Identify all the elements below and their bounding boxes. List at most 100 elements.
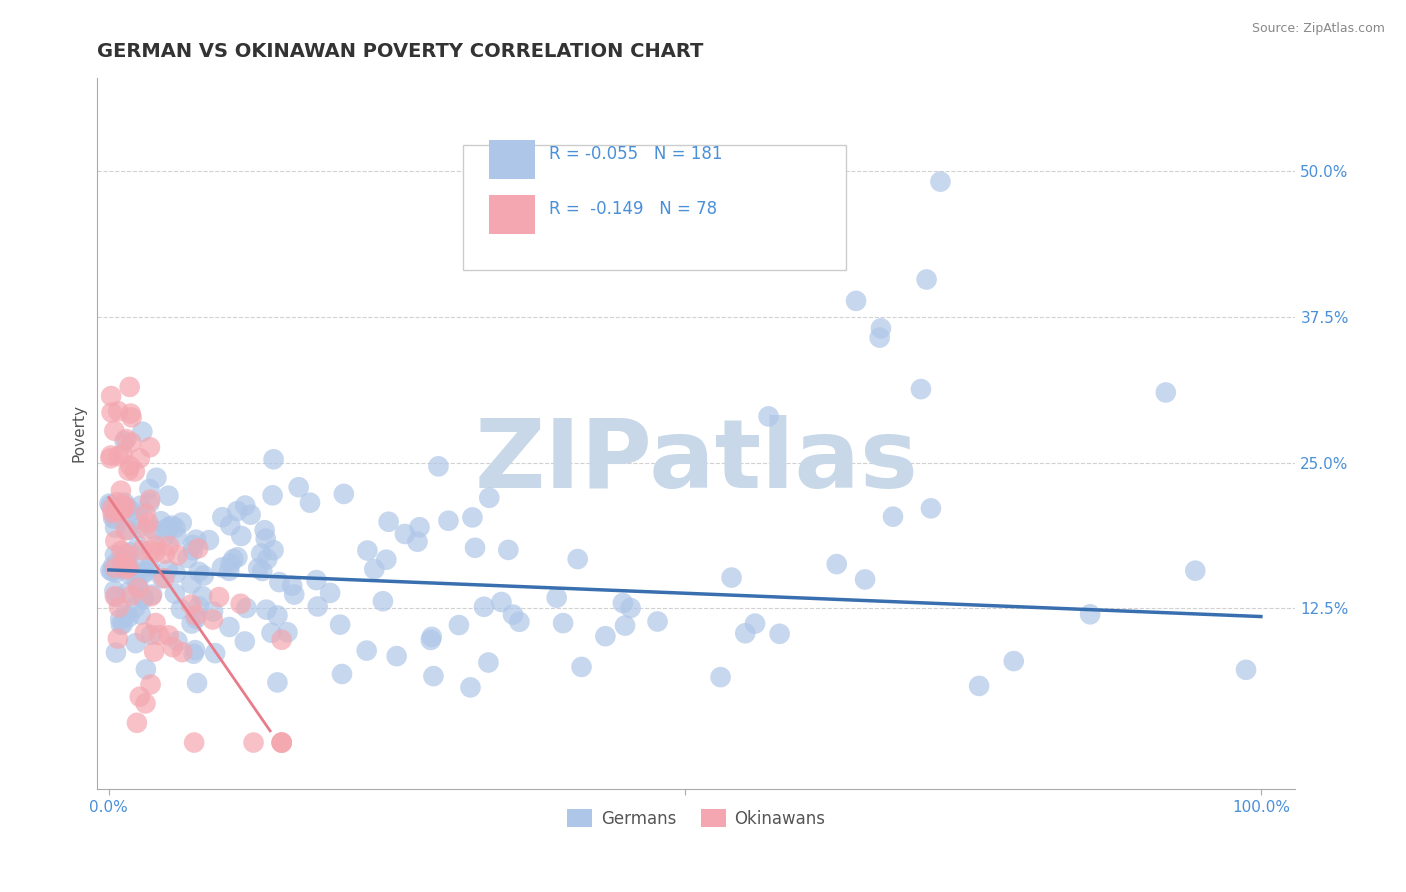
Point bbox=[145, 471, 167, 485]
Point bbox=[160, 518, 183, 533]
Point bbox=[129, 607, 152, 622]
Y-axis label: Poverty: Poverty bbox=[72, 404, 86, 462]
Point bbox=[477, 656, 499, 670]
Point bbox=[138, 496, 160, 510]
Point bbox=[183, 647, 205, 661]
Point bbox=[460, 681, 482, 695]
Point bbox=[127, 579, 149, 593]
Point bbox=[201, 613, 224, 627]
Point bbox=[118, 610, 141, 624]
Point bbox=[118, 567, 141, 582]
Point bbox=[180, 576, 202, 591]
Point bbox=[128, 520, 150, 534]
Point bbox=[219, 557, 242, 571]
Point bbox=[571, 660, 593, 674]
Point bbox=[103, 559, 125, 574]
Point bbox=[595, 629, 617, 643]
Point bbox=[184, 608, 207, 623]
Point bbox=[110, 612, 132, 626]
Point bbox=[143, 523, 166, 537]
Point bbox=[111, 551, 134, 566]
Point bbox=[125, 574, 148, 589]
Point bbox=[134, 625, 156, 640]
Point bbox=[143, 545, 166, 559]
Point bbox=[114, 434, 136, 448]
Point bbox=[437, 514, 460, 528]
Point bbox=[356, 543, 378, 558]
Point bbox=[170, 516, 193, 530]
Point bbox=[498, 542, 520, 557]
Point bbox=[967, 679, 990, 693]
Point bbox=[464, 541, 486, 555]
Point bbox=[145, 539, 167, 553]
Point bbox=[491, 595, 513, 609]
Point bbox=[508, 615, 530, 629]
Point bbox=[408, 520, 430, 534]
Point bbox=[186, 676, 208, 690]
Point bbox=[145, 615, 167, 630]
Point bbox=[472, 599, 495, 614]
Point bbox=[254, 602, 277, 616]
Point bbox=[104, 548, 127, 562]
Point bbox=[172, 645, 194, 659]
Point bbox=[156, 522, 179, 536]
Point bbox=[184, 643, 207, 657]
Point bbox=[233, 499, 256, 513]
Bar bbox=[489, 140, 534, 179]
Point bbox=[270, 735, 292, 749]
Point bbox=[254, 532, 277, 546]
Point bbox=[104, 646, 127, 660]
Point bbox=[165, 566, 187, 581]
Point bbox=[229, 597, 252, 611]
Point bbox=[184, 612, 207, 626]
Point bbox=[744, 616, 766, 631]
Point bbox=[329, 617, 352, 632]
Point bbox=[100, 451, 122, 466]
Point bbox=[101, 565, 124, 579]
Point bbox=[139, 492, 162, 507]
Point bbox=[100, 449, 122, 463]
Text: Source: ZipAtlas.com: Source: ZipAtlas.com bbox=[1251, 22, 1385, 36]
Point bbox=[135, 523, 157, 537]
Point bbox=[139, 628, 162, 642]
Point bbox=[260, 625, 283, 640]
Point bbox=[183, 735, 205, 749]
Point bbox=[853, 573, 876, 587]
Point bbox=[157, 489, 180, 503]
Point bbox=[132, 592, 155, 607]
Point bbox=[502, 607, 524, 622]
Point bbox=[263, 543, 285, 558]
Point bbox=[307, 599, 329, 614]
Point bbox=[768, 627, 790, 641]
Point bbox=[333, 487, 356, 501]
Point bbox=[869, 331, 891, 345]
Text: R = -0.055   N = 181: R = -0.055 N = 181 bbox=[548, 145, 723, 162]
Legend: Germans, Okinawans: Germans, Okinawans bbox=[561, 803, 832, 834]
Point bbox=[124, 465, 146, 479]
Point bbox=[198, 533, 221, 548]
Point bbox=[250, 547, 273, 561]
Point bbox=[371, 594, 394, 608]
Point bbox=[319, 586, 342, 600]
Point bbox=[422, 669, 444, 683]
Point bbox=[920, 501, 942, 516]
Point bbox=[219, 518, 242, 533]
Point bbox=[845, 293, 868, 308]
Point bbox=[111, 447, 134, 461]
Point bbox=[118, 560, 141, 574]
Point bbox=[127, 512, 149, 526]
Point bbox=[420, 630, 443, 644]
Point bbox=[394, 527, 416, 541]
Point bbox=[157, 539, 180, 553]
Point bbox=[256, 552, 278, 566]
Point bbox=[170, 602, 193, 616]
Point bbox=[104, 589, 127, 603]
Point bbox=[100, 405, 122, 419]
Point bbox=[117, 585, 139, 599]
Point bbox=[720, 570, 742, 584]
Point bbox=[166, 529, 188, 543]
Point bbox=[115, 562, 138, 576]
Point bbox=[266, 608, 288, 623]
Point bbox=[201, 605, 224, 619]
Point bbox=[427, 459, 450, 474]
